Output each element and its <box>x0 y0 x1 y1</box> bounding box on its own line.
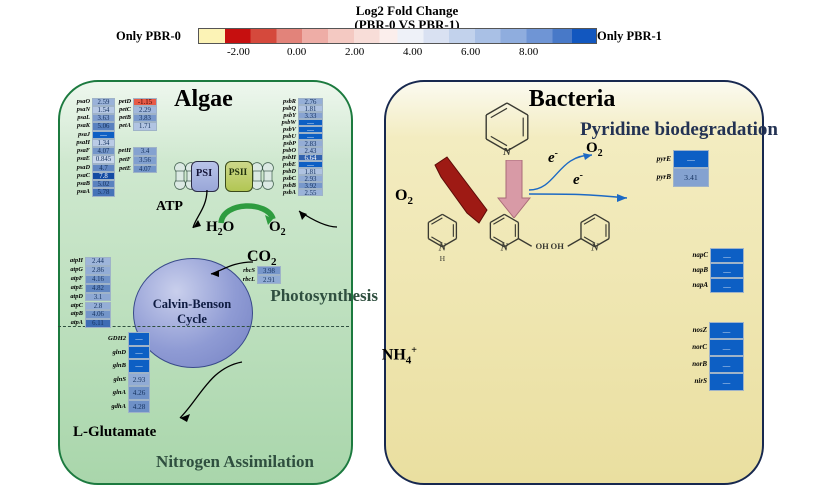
svg-text:N: N <box>438 243 447 254</box>
svg-text:OH: OH <box>551 241 565 251</box>
svg-text:N: N <box>590 243 599 254</box>
svg-text:H: H <box>440 254 446 262</box>
svg-text:N: N <box>502 146 512 158</box>
svg-text:N: N <box>500 243 509 254</box>
svg-text:OH: OH <box>535 241 549 251</box>
